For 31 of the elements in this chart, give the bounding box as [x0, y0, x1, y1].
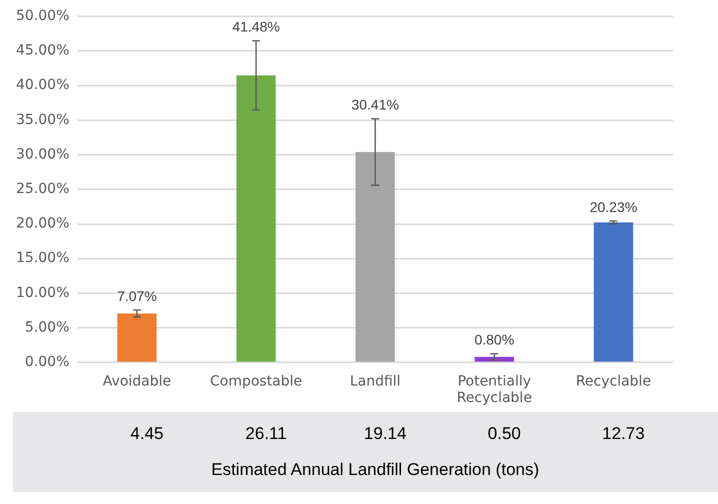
- text: Estimated Annual Landfill Generation (tons): [211, 460, 540, 480]
- y-tick-label: 35.00%: [16, 112, 70, 128]
- y-tick-label: 0.00%: [24, 354, 70, 370]
- text: 26.11: [245, 424, 287, 444]
- x-tick-label: Compostable: [210, 373, 302, 390]
- y-tick-label: 20.00%: [16, 216, 70, 232]
- x-tick-label: Landfill: [350, 373, 401, 390]
- bar: [356, 152, 395, 362]
- y-tick-label: 15.00%: [16, 250, 70, 266]
- y-tick-label: 50.00%: [16, 8, 70, 24]
- text: 4.45: [130, 424, 164, 444]
- x-tick-label: Recyclable: [576, 373, 652, 390]
- data-label: 20.23%: [590, 198, 638, 215]
- bar: [594, 222, 634, 362]
- y-tick-label: 40.00%: [16, 77, 70, 94]
- bar: [117, 313, 157, 362]
- x-tick-label: Avoidable: [102, 373, 172, 390]
- y-tick-label: 10.00%: [16, 284, 70, 301]
- data-label: 7.07%: [117, 288, 157, 304]
- x-tick-label: Potentially Recyclable: [456, 373, 532, 406]
- data-label: 30.41%: [351, 96, 399, 113]
- y-tick-label: 5.00%: [24, 319, 70, 336]
- text: 0.50: [488, 424, 521, 444]
- text: 12.73: [602, 424, 645, 444]
- y-tick-label: 30.00%: [16, 146, 70, 162]
- bar: [236, 75, 276, 362]
- text: 19.14: [364, 424, 406, 444]
- y-tick-label: 25.00%: [16, 181, 70, 198]
- y-tick-label: 45.00%: [16, 42, 70, 59]
- data-label: 0.80%: [474, 332, 514, 348]
- data-label: 41.48%: [232, 18, 280, 35]
